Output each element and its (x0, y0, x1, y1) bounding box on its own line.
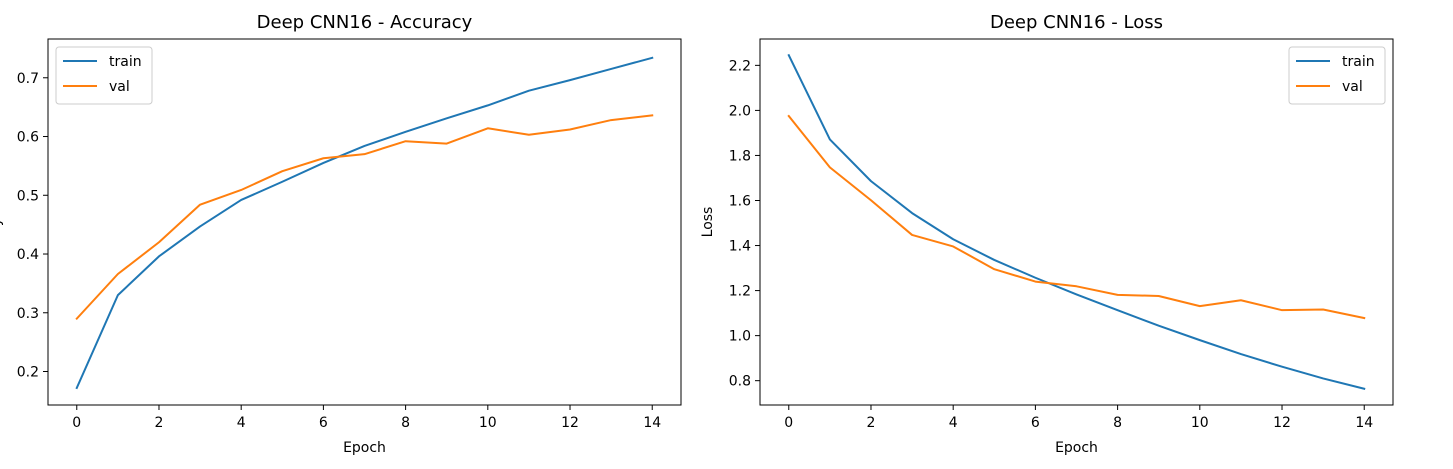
loss-chart: Deep CNN16 - Loss 0 2 4 6 8 10 12 14 0.8 1.0 1.2 1.4… (700, 12, 1394, 456)
x-tick-label: 0 (72, 415, 81, 431)
x-axis-label: Epoch (1055, 440, 1098, 456)
x-axis-label: Epoch (343, 440, 386, 456)
x-tick-label: 12 (1273, 415, 1291, 431)
y-tick-label: 1.6 (729, 193, 751, 209)
x-tick-label: 12 (561, 415, 579, 431)
y-tick-label: 0.5 (17, 188, 39, 204)
x-tick-label: 4 (237, 415, 246, 431)
accuracy-chart: Deep CNN16 - Accuracy 0 2 4 6 8 10 12 14 0.2 0.3 0.… (0, 12, 682, 456)
y-tick-label: 0.7 (17, 71, 39, 87)
legend: train val (55, 46, 153, 105)
y-tick-label: 0.2 (17, 365, 39, 381)
chart-title: Deep CNN16 - Loss (990, 12, 1163, 33)
y-tick-label: 2.2 (729, 58, 751, 74)
y-tick-label: 2.0 (729, 103, 751, 119)
series-line-train (787, 53, 1366, 390)
x-tick-label: 8 (1113, 415, 1122, 431)
y-tick-label: 1.2 (729, 284, 751, 300)
y-tick-label: 0.6 (17, 130, 39, 146)
x-tick-label: 6 (319, 415, 328, 431)
chart-title: Deep CNN16 - Accuracy (257, 12, 473, 33)
series-line-val (787, 114, 1366, 320)
x-tick-label: 4 (949, 415, 958, 431)
legend-label-val: val (109, 79, 130, 95)
y-tick-label: 1.4 (729, 239, 751, 255)
y-axis-label: y (0, 218, 4, 226)
y-tick-label: 1.8 (729, 148, 751, 164)
y-axis-label: Loss (700, 207, 716, 238)
y-tick-label: 0.4 (17, 247, 39, 263)
y-tick-label: 0.3 (17, 306, 39, 322)
series-line-train (75, 56, 654, 390)
x-tick-label: 14 (1355, 415, 1373, 431)
x-tick-label: 0 (784, 415, 793, 431)
x-tick-label: 2 (867, 415, 876, 431)
x-tick-label: 10 (1191, 415, 1209, 431)
x-tick-label: 8 (401, 415, 410, 431)
plot-frame (47, 38, 682, 406)
x-tick-label: 14 (643, 415, 661, 431)
y-tick-label: 0.8 (729, 374, 751, 390)
legend-label-train: train (1342, 54, 1375, 70)
legend-label-val: val (1342, 79, 1363, 95)
plot-frame (759, 38, 1394, 406)
x-tick-label: 2 (155, 415, 164, 431)
series-line-val (75, 114, 654, 321)
legend: train val (1288, 46, 1386, 105)
x-tick-label: 6 (1031, 415, 1040, 431)
x-tick-label: 10 (479, 415, 497, 431)
y-tick-label: 1.0 (729, 329, 751, 345)
legend-label-train: train (109, 54, 142, 70)
